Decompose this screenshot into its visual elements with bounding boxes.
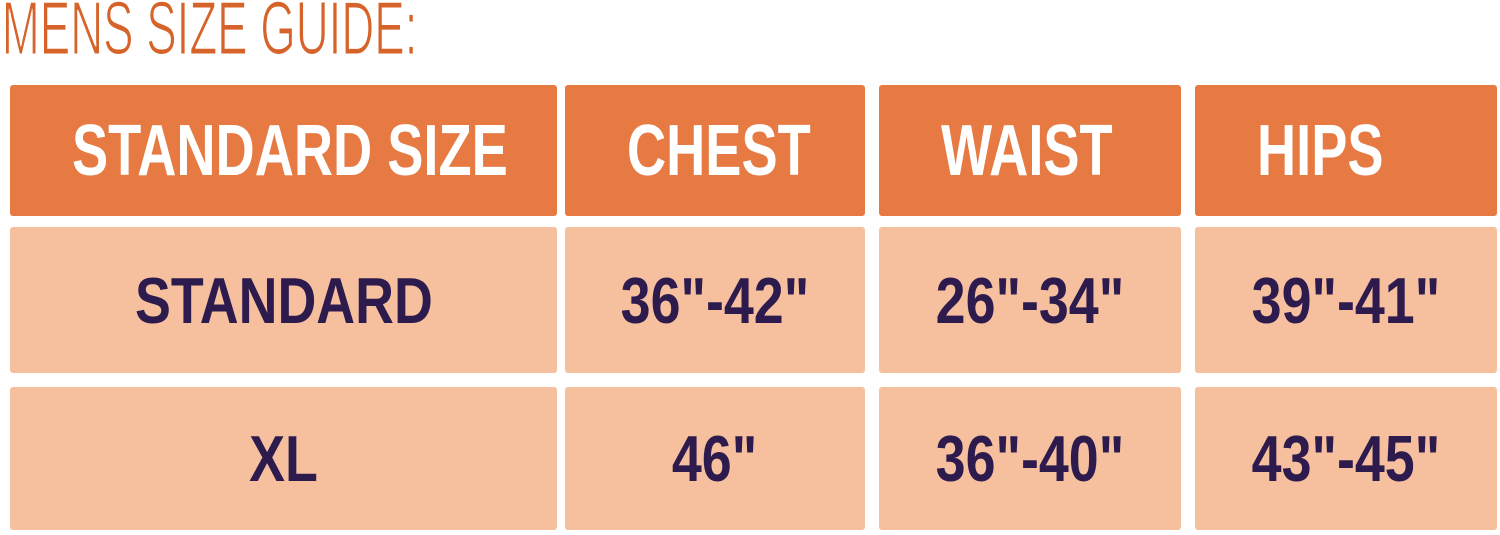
- svg-text:MENS SIZE GUIDE:: MENS SIZE GUIDE:: [2, 0, 418, 71]
